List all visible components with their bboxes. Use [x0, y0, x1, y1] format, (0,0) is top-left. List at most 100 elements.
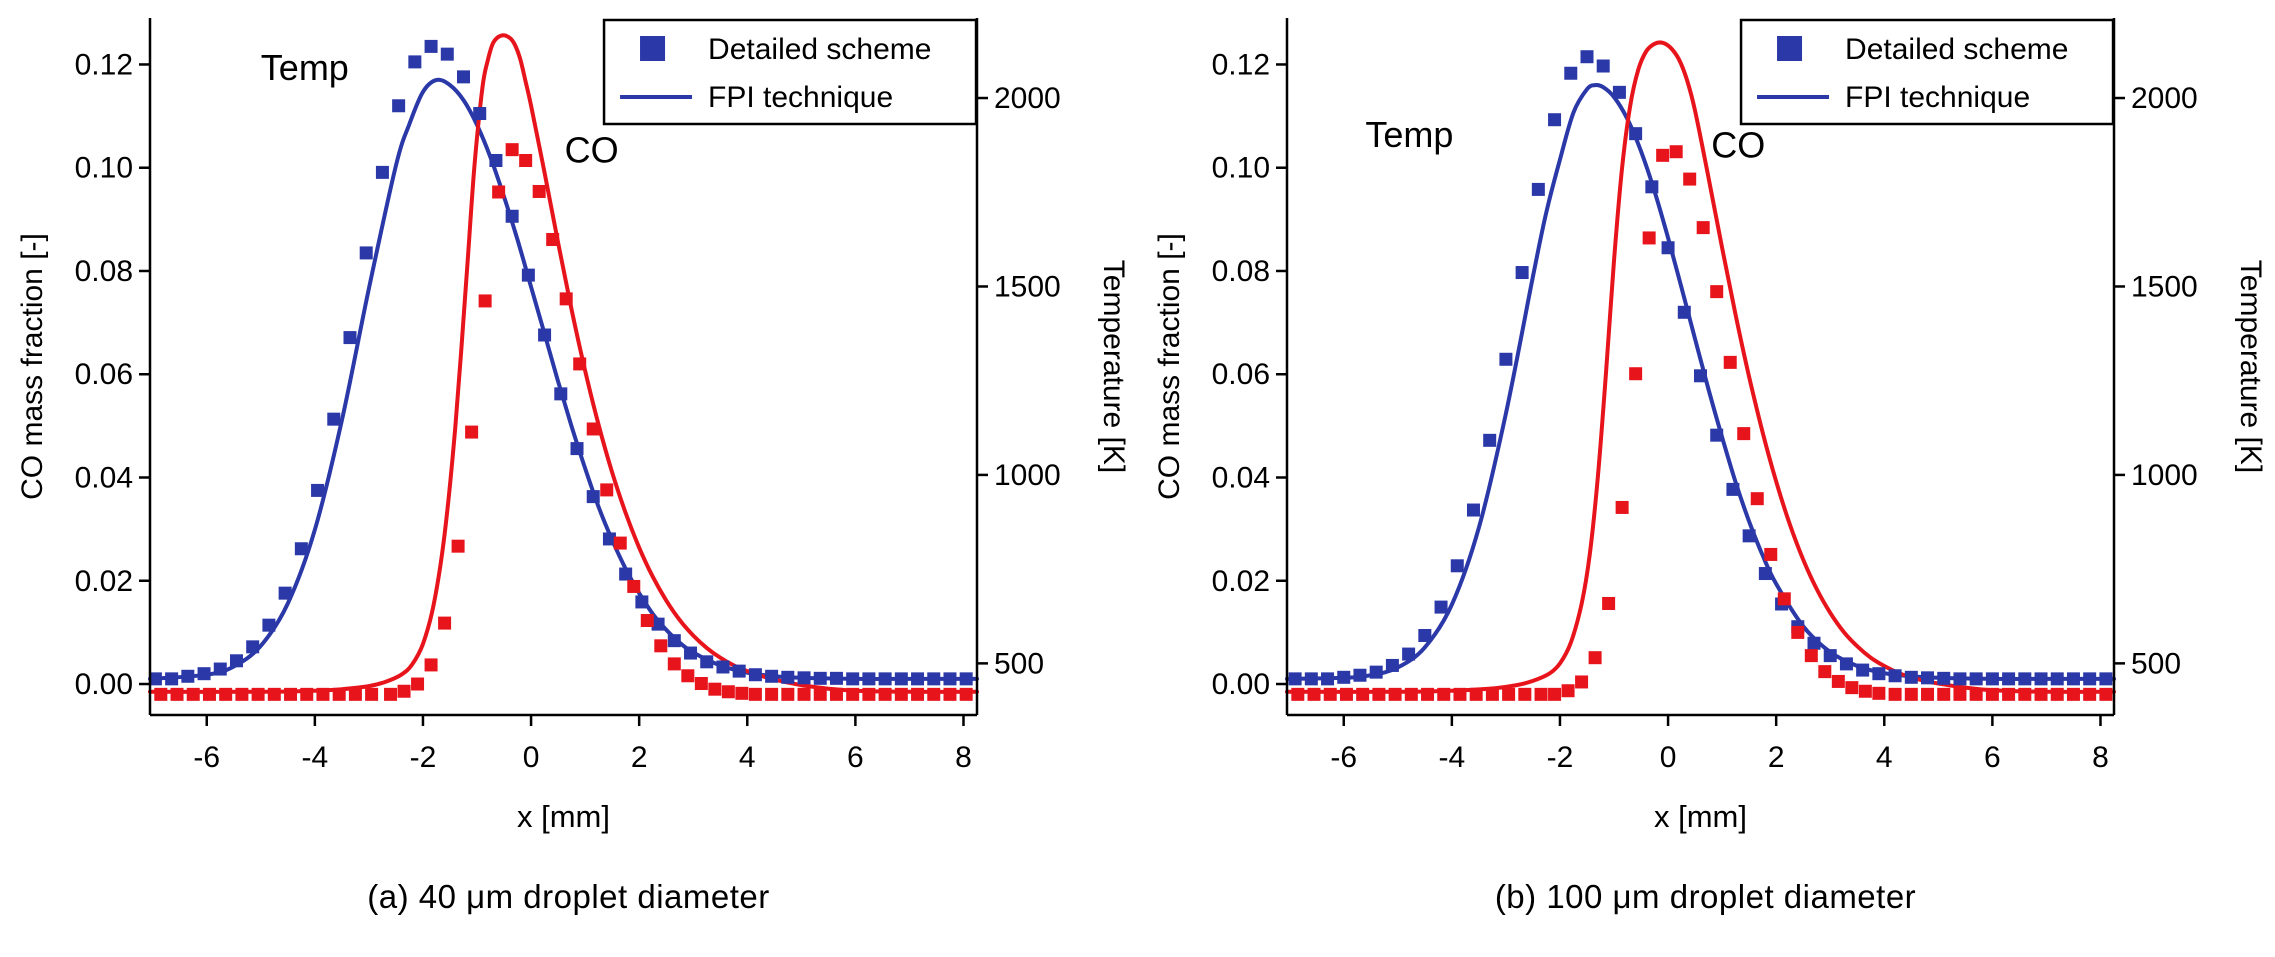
temp-detailed-marker [959, 672, 973, 686]
legend-label-detailed-scheme: Detailed scheme [1845, 33, 2068, 66]
temp-detailed-marker [278, 586, 292, 600]
temp-detailed-marker [586, 490, 600, 504]
co-detailed-marker [2018, 687, 2032, 701]
temp-detailed-marker [229, 654, 243, 668]
temp-detailed-marker [1629, 127, 1643, 141]
co-detailed-marker [694, 677, 708, 691]
temp-detailed-marker [489, 153, 503, 167]
co-detailed-marker [654, 639, 668, 653]
co-detailed-marker [1404, 687, 1418, 701]
right-tick-label: 2000 [2131, 82, 2198, 115]
co-detailed-marker [708, 682, 722, 696]
co-detailed-marker [365, 687, 379, 701]
left-tick-label: 0.12 [75, 48, 133, 81]
left-tick-label: 0.02 [75, 565, 133, 598]
left-tick-label: 0.00 [75, 668, 133, 701]
temp-detailed-marker [262, 618, 276, 632]
co-detailed-marker [1356, 687, 1370, 701]
left-tick-label: 0.10 [1212, 152, 1270, 185]
right-tick-label: 2000 [994, 82, 1061, 115]
temp-detailed-marker [1661, 241, 1675, 255]
temp-detailed-marker [1353, 668, 1367, 682]
x-axis-title: x [mm] [1654, 799, 1747, 834]
temp-detailed-marker [1402, 647, 1416, 661]
co-detailed-marker [1372, 687, 1386, 701]
temp-detailed-marker [1369, 665, 1383, 679]
co-detailed-marker [862, 687, 876, 701]
co-detailed-marker [2099, 687, 2113, 701]
temp-detailed-marker [1434, 600, 1448, 614]
left-tick-label: 0.10 [75, 152, 133, 185]
co-detailed-marker [1469, 687, 1483, 701]
right-tick-label: 500 [2131, 647, 2181, 680]
temp-detailed-marker [327, 412, 341, 426]
co-fpi-curve [148, 33, 979, 694]
series-temp-fpi-line [148, 77, 979, 681]
co-detailed-marker [316, 687, 330, 701]
co-detailed-marker [1629, 367, 1643, 381]
left-tick-label: 0.08 [1212, 255, 1270, 288]
co-detailed-marker [1683, 172, 1697, 186]
temp-detailed-marker [1823, 649, 1837, 663]
bottom-tick-label: 8 [955, 741, 972, 774]
bottom-tick-label: 6 [1984, 741, 2001, 774]
y-right-title: Temperature [K] [2234, 260, 2267, 473]
axes [1285, 18, 2116, 717]
temp-detailed-marker [619, 567, 633, 581]
co-detailed-marker [1858, 684, 1872, 698]
temp-detailed-marker [424, 39, 438, 53]
co-detailed-marker [1937, 687, 1951, 701]
legend: Detailed scheme FPI technique [1739, 18, 2115, 126]
left-tick-label: 0.04 [1212, 462, 1270, 495]
co-detailed-marker [1453, 687, 1467, 701]
co-detailed-marker [681, 669, 695, 683]
temp-detailed-marker [1596, 59, 1610, 73]
bottom-tick-label: 6 [847, 741, 864, 774]
co-detailed-marker [424, 658, 438, 672]
temp-detailed-marker [294, 542, 308, 556]
co-detailed-marker [1339, 687, 1353, 701]
x-axis-title: x [mm] [517, 799, 610, 834]
bottom-tick-label: -4 [1439, 741, 1466, 774]
co-detailed-marker [1421, 687, 1435, 701]
co-detailed-marker [878, 687, 892, 701]
co-detailed-marker [797, 687, 811, 701]
co-detailed-marker [1602, 596, 1616, 610]
temp-detailed-marker [521, 268, 535, 282]
co-detailed-marker [813, 687, 827, 701]
co-detailed-marker [1872, 686, 1886, 700]
co-detailed-marker [1291, 687, 1305, 701]
co-detailed-marker [1307, 687, 1321, 701]
co-detailed-marker [451, 539, 465, 553]
co-detailed-marker [267, 687, 281, 701]
temp-detailed-marker [684, 646, 698, 660]
temp-detailed-marker [392, 99, 406, 113]
co-detailed-marker [154, 687, 168, 701]
temp-detailed-marker [1531, 182, 1545, 196]
legend-box [1739, 18, 2115, 126]
temp-detailed-marker [538, 328, 552, 342]
temp-detailed-marker [813, 671, 827, 685]
annotation-co: CO [1711, 124, 1765, 165]
co-detailed-marker [1710, 285, 1724, 299]
co-detailed-marker [959, 687, 973, 701]
co-detailed-marker [1696, 221, 1710, 235]
co-detailed-marker [781, 687, 795, 701]
temp-detailed-marker [1726, 482, 1740, 496]
co-detailed-marker [735, 686, 749, 700]
bottom-tick-label: -6 [193, 741, 220, 774]
temp-detailed-marker [748, 668, 762, 682]
temp-detailed-marker [2034, 672, 2048, 686]
temp-detailed-marker [797, 671, 811, 685]
temp-detailed-marker [927, 672, 941, 686]
temp-detailed-marker [1612, 85, 1626, 99]
temp-detailed-marker [1450, 559, 1464, 573]
temp-detailed-marker [1385, 658, 1399, 672]
temp-detailed-marker [1742, 529, 1756, 543]
temp-detailed-marker [1969, 672, 1983, 686]
left-tick-label: 0.00 [1212, 668, 1270, 701]
co-detailed-marker [1656, 148, 1670, 162]
co-detailed-marker [1575, 675, 1589, 689]
co-detailed-marker [478, 294, 492, 308]
legend-box [602, 18, 978, 126]
